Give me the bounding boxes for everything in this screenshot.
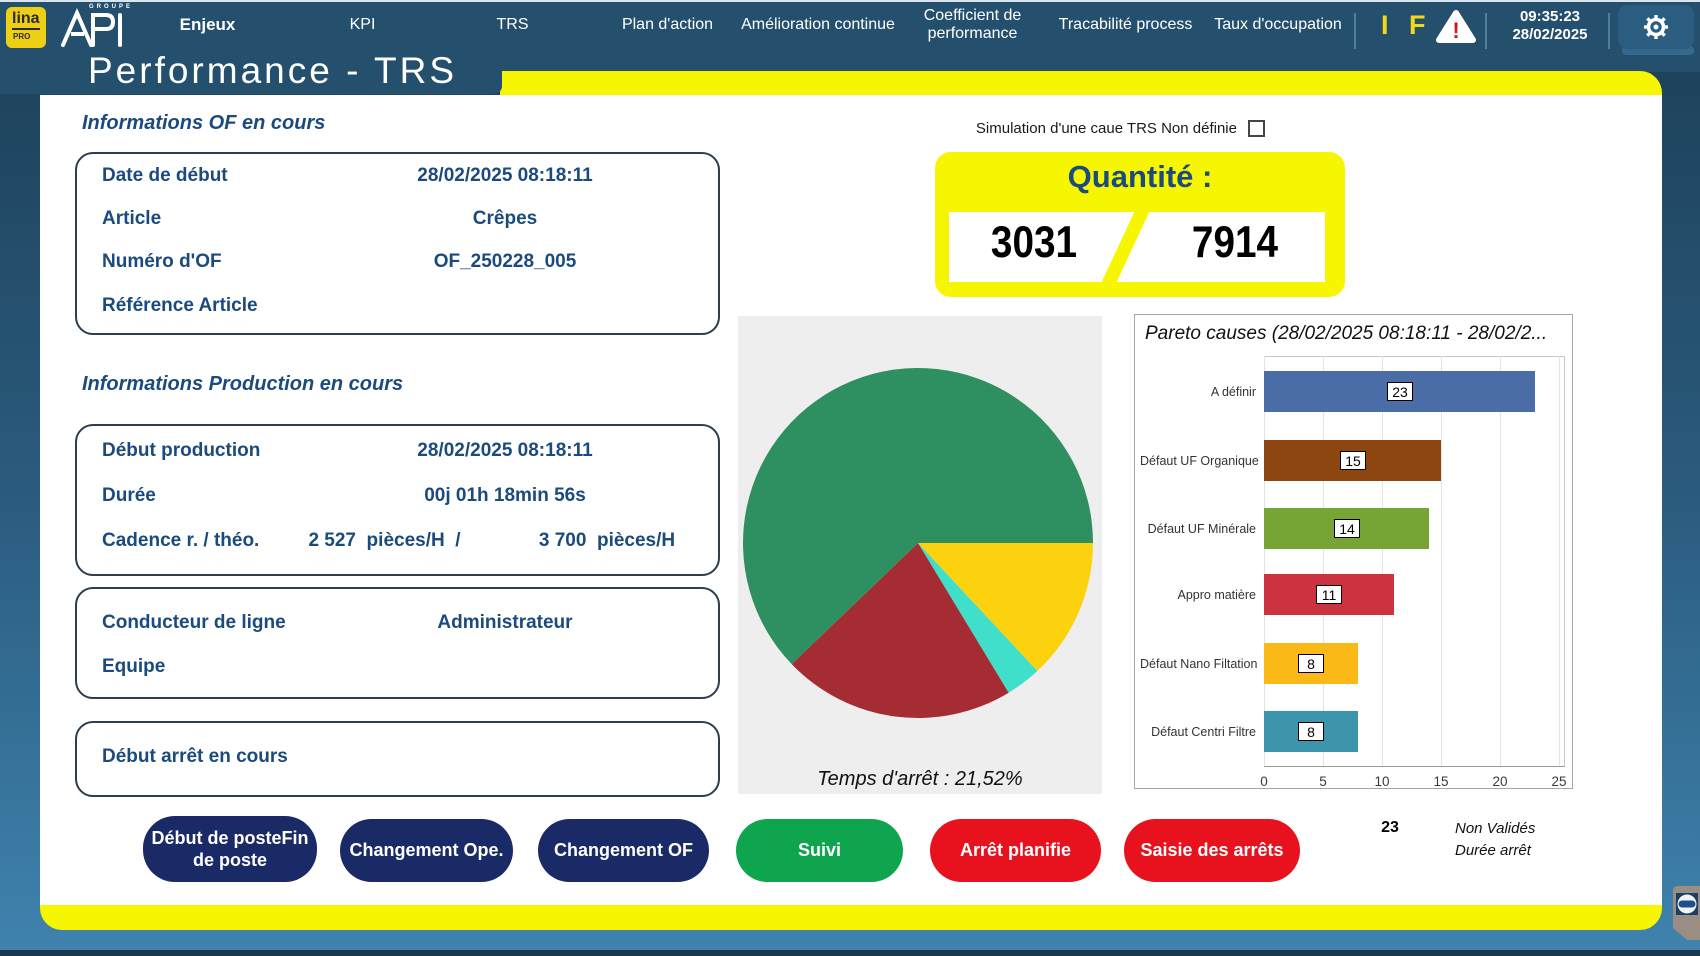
svg-text:!: ! xyxy=(1452,18,1459,43)
svg-text:GROUPE: GROUPE xyxy=(89,4,130,10)
